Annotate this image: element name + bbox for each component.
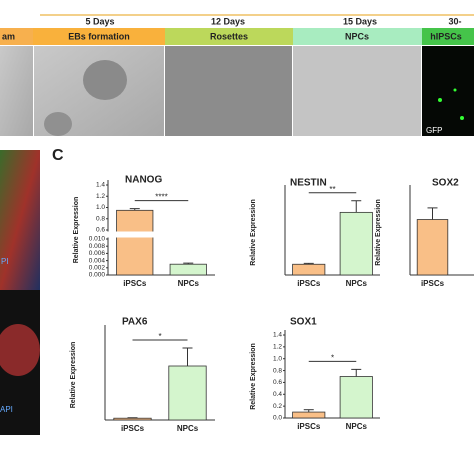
y-tick-label: 0.008 — [89, 243, 106, 250]
y-axis-label: Relative Expression — [70, 342, 77, 409]
chart-title: SOX2 — [432, 178, 459, 189]
y-tick-label: 1.4 — [273, 332, 282, 339]
axis-break — [105, 231, 212, 238]
stage-label: EBs formation — [68, 31, 130, 41]
bar — [116, 209, 154, 276]
bar — [339, 376, 373, 419]
image-label: GFP — [426, 126, 442, 135]
image-label: PI — [1, 257, 9, 266]
x-tick-label: NPCs — [178, 279, 200, 288]
chart-title: SOX1 — [290, 317, 317, 328]
y-tick-label: 0.000 — [89, 272, 106, 279]
x-tick-label: iPSCs — [297, 279, 321, 288]
stage-label: hIPSCs — [430, 31, 462, 41]
y-tick-label: 0.006 — [89, 250, 106, 257]
y-tick-label: 0.004 — [89, 257, 106, 264]
chart-title: NANOG — [125, 175, 162, 186]
x-tick-label: iPSCs — [297, 422, 321, 431]
significance: * — [331, 353, 334, 362]
bar — [292, 411, 326, 419]
significance: * — [158, 332, 161, 341]
y-tick-label: 0.6 — [96, 227, 105, 234]
bar — [169, 263, 207, 276]
y-axis-label: Relative Expression — [250, 343, 257, 410]
x-tick-label: NPCs — [346, 279, 368, 288]
y-tick-label: 0.2 — [273, 403, 282, 410]
image-label: API — [0, 405, 13, 414]
stage-label: am — [2, 31, 15, 41]
timeline-bars — [0, 0, 474, 45]
day-label: 12 Days — [211, 16, 245, 26]
y-tick-label: 0.4 — [273, 391, 282, 398]
y-tick-label: 0.8 — [96, 215, 105, 222]
day-label: 30- — [448, 16, 461, 26]
y-tick-label: 0.0 — [273, 415, 282, 422]
y-tick-label: 0.002 — [89, 265, 106, 272]
y-axis-label: Relative Expression — [375, 199, 382, 266]
y-tick-label: 1.2 — [273, 344, 282, 351]
y-tick-label: 0.8 — [273, 367, 282, 374]
x-tick-label: NPCs — [177, 424, 199, 433]
x-tick-label: NPCs — [346, 422, 368, 431]
y-axis-label: Relative Expression — [250, 199, 257, 266]
y-tick-label: 0.6 — [273, 379, 282, 386]
micrographs — [0, 46, 474, 435]
bar — [339, 211, 373, 276]
stage-label: Rosettes — [210, 31, 248, 41]
bar — [416, 219, 449, 276]
day-label: 5 Days — [85, 16, 114, 26]
x-tick-label: iPSCs — [421, 279, 445, 288]
x-tick-label: iPSCs — [121, 424, 145, 433]
y-tick-label: 0.010 — [89, 236, 106, 243]
panel-label: C — [52, 147, 64, 164]
chart-title: PAX6 — [122, 317, 148, 328]
y-tick-label: 1.0 — [273, 355, 282, 362]
bar — [113, 417, 152, 421]
bar — [168, 365, 207, 421]
significance: **** — [155, 193, 167, 202]
y-tick-label: 1.4 — [96, 182, 105, 189]
y-tick-label: 1.0 — [96, 204, 105, 211]
stage-label: NPCs — [345, 31, 369, 41]
day-label: 15 Days — [343, 16, 377, 26]
x-tick-label: iPSCs — [123, 279, 147, 288]
chart-title: NESTIN — [290, 178, 327, 189]
y-tick-label: 1.2 — [96, 193, 105, 200]
bar — [292, 263, 326, 276]
y-axis-label: Relative Expression — [73, 197, 80, 264]
significance: ** — [329, 185, 335, 194]
